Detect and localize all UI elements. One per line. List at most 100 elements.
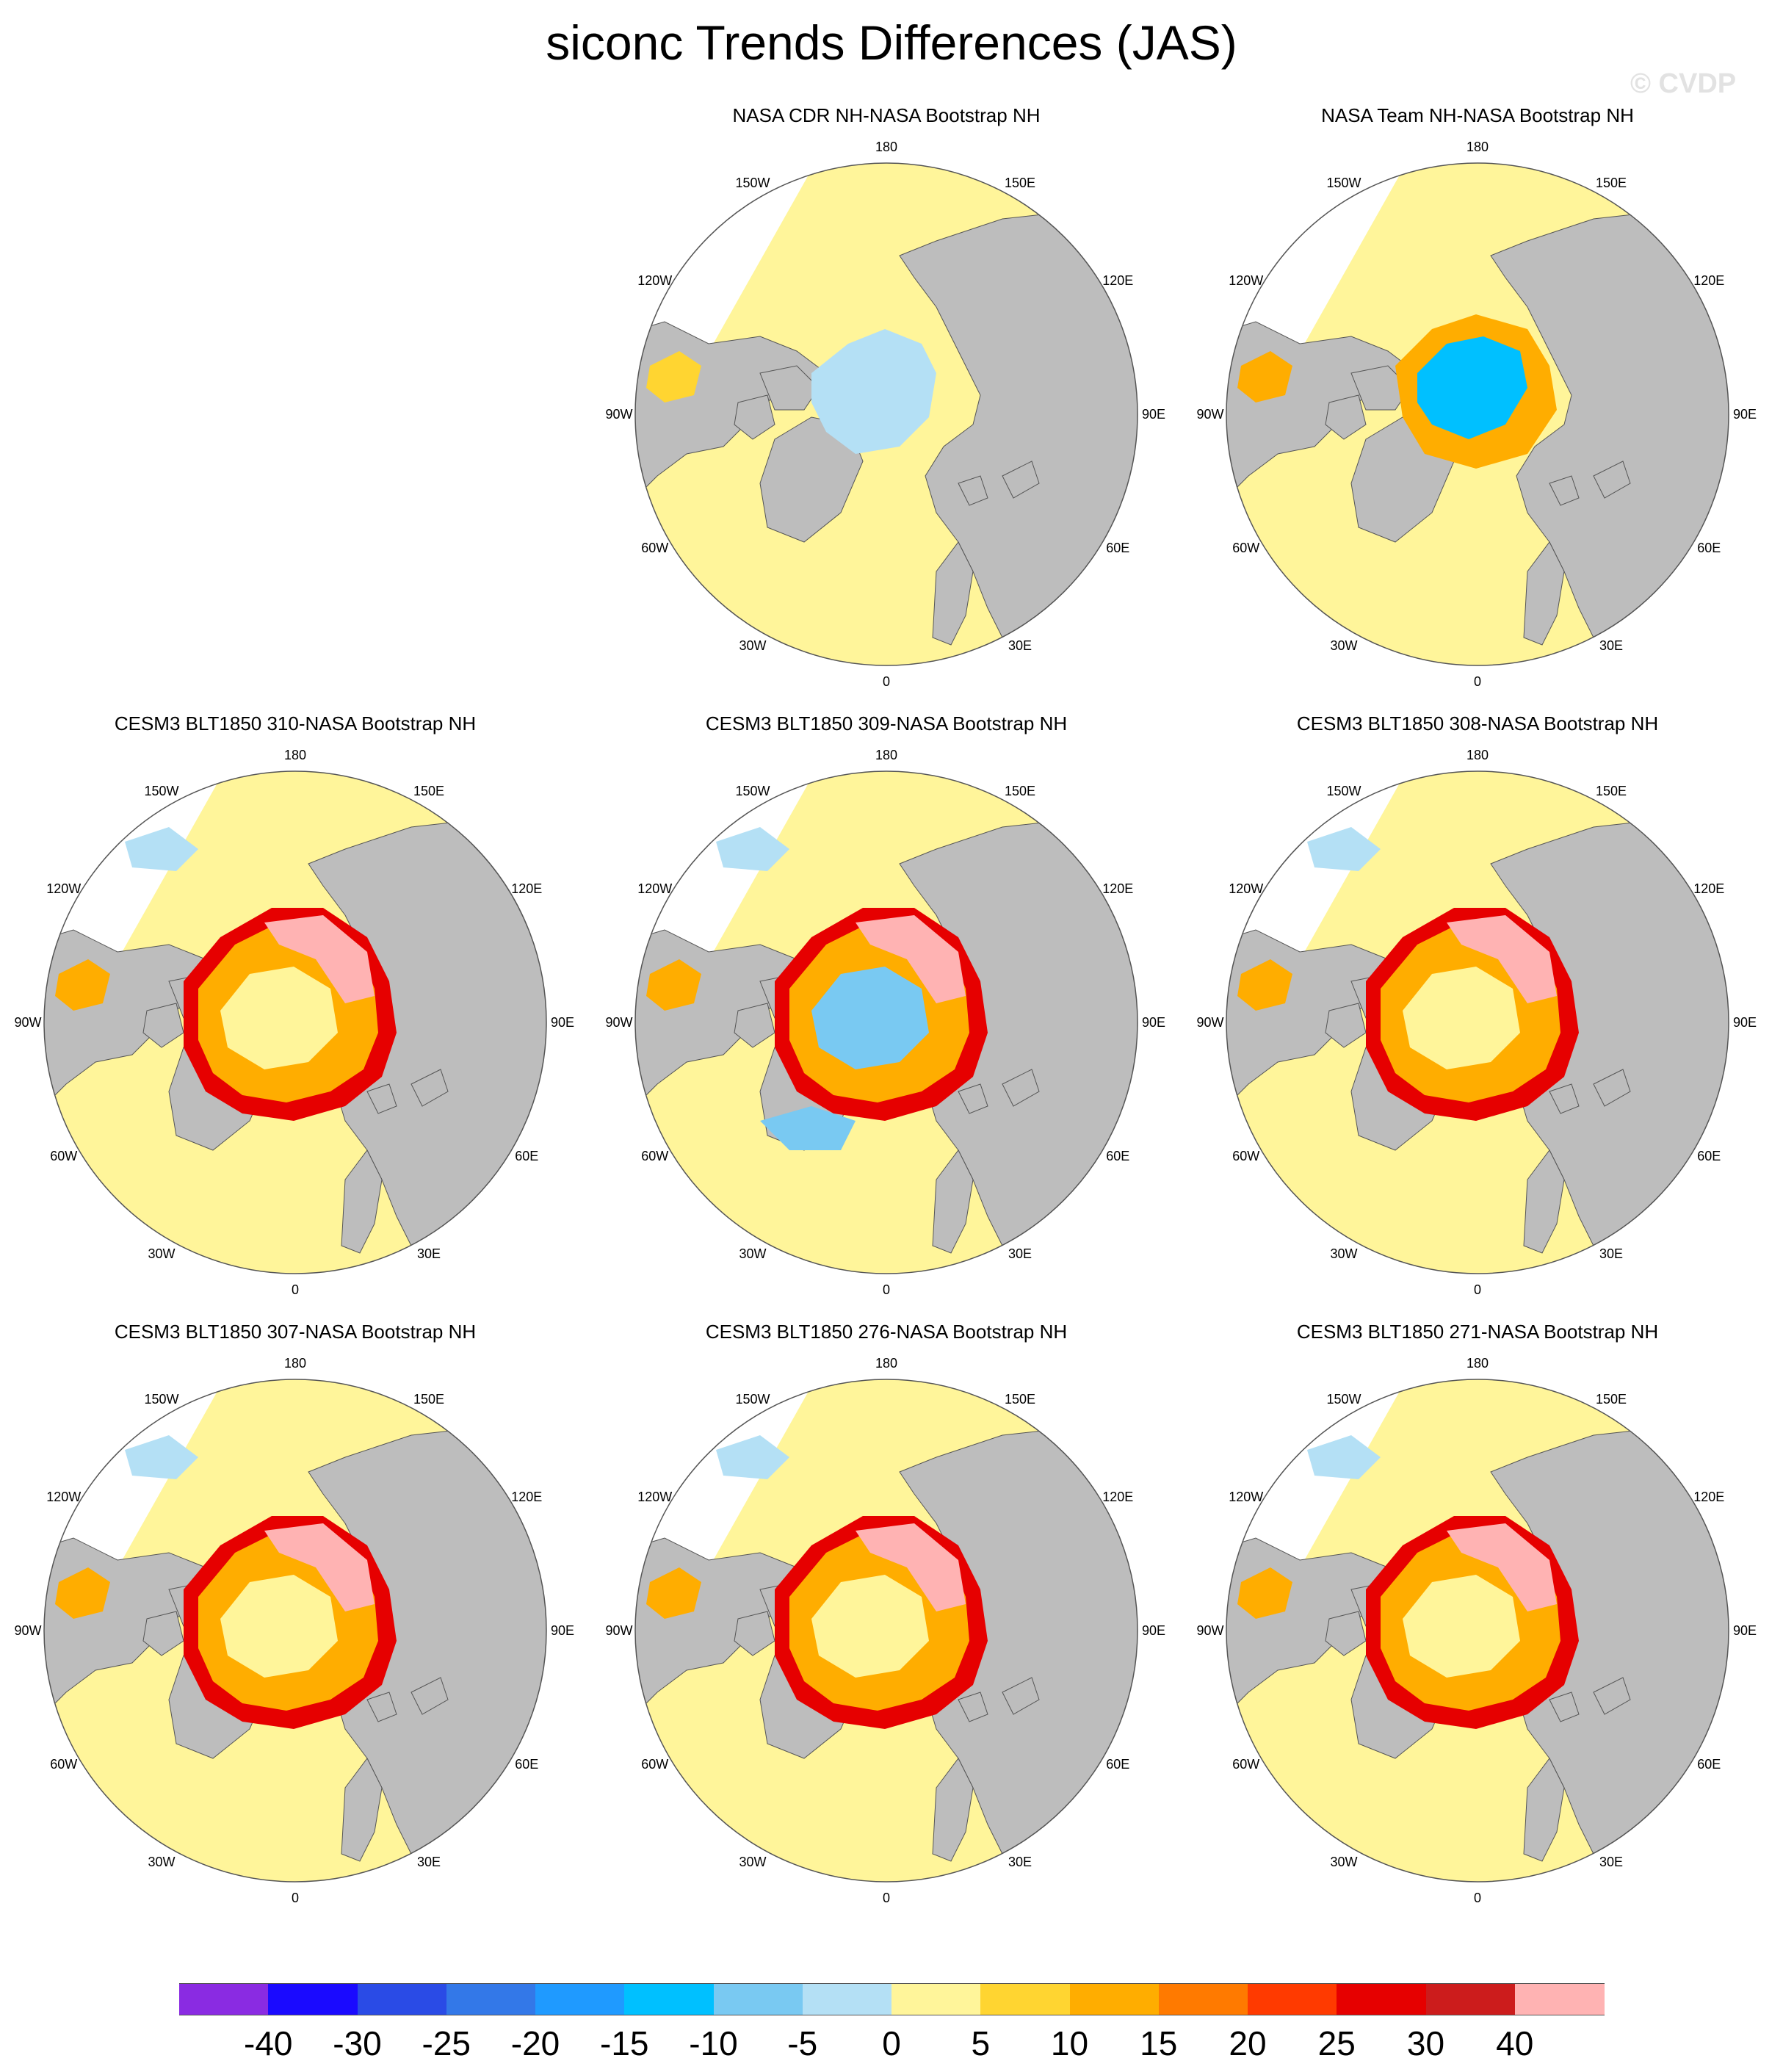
- map-panel: CESM3 BLT1850 309-NASA Bootstrap NH 180 15…: [591, 711, 1182, 1306]
- land-mass: [411, 1069, 449, 1107]
- longitude-label: 90W: [1196, 407, 1223, 422]
- longitude-label: 60W: [641, 541, 668, 555]
- page-title: siconc Trends Differences (JAS): [546, 15, 1237, 70]
- land-mass: [958, 1692, 988, 1722]
- longitude-label: 150E: [1005, 176, 1035, 190]
- longitude-label: 30E: [417, 1246, 441, 1261]
- land-mass: [142, 1611, 184, 1656]
- longitude-label: 120W: [637, 881, 672, 896]
- longitude-label: 150E: [1596, 784, 1627, 798]
- colorbar-box: [1425, 1983, 1516, 2015]
- land-mass: [1325, 394, 1367, 440]
- panel-title: CESM3 BLT1850 307-NASA Bootstrap NH: [114, 1321, 477, 1343]
- land-mass: [1325, 1003, 1367, 1048]
- longitude-label: 30W: [1330, 1246, 1357, 1261]
- longitude-label: 30E: [1008, 638, 1032, 653]
- longitude-label: 120E: [1693, 881, 1724, 896]
- longitude-label: 30W: [739, 638, 766, 653]
- map-boundary: [634, 770, 1138, 1274]
- map-boundary: [1226, 162, 1729, 666]
- longitude-label: 120E: [1102, 273, 1133, 288]
- longitude-label: 60W: [1232, 541, 1259, 555]
- land-mass: [1593, 461, 1631, 499]
- land-mass: [932, 1149, 974, 1254]
- longitude-label: 180: [1466, 1356, 1489, 1371]
- colorbar-box: [980, 1983, 1070, 2015]
- land-mass: [1523, 1758, 1565, 1862]
- longitude-label: 0: [1474, 1891, 1481, 1905]
- longitude-label: 30E: [1599, 1246, 1623, 1261]
- longitude-label: 0: [292, 1891, 299, 1905]
- polar-map: 180 150E 120E 90E 60E 30E 0 30W 60W 90W 120W 150W: [14, 1356, 574, 1905]
- longitude-label: 60E: [515, 1149, 538, 1163]
- ice-difference-negative: [716, 827, 789, 871]
- longitude-label: 150W: [144, 1392, 178, 1407]
- colorbar-box: [268, 1983, 358, 2015]
- longitude-label: 180: [1466, 140, 1489, 154]
- map-panel: NASA CDR NH-NASA Bootstrap NH 180 150E 120E…: [591, 103, 1182, 698]
- longitude-label: 180: [875, 748, 897, 762]
- longitude-label: 0: [883, 1891, 890, 1905]
- longitude-label: 120W: [1229, 881, 1263, 896]
- polar-map: 180 150E 120E 90E 60E 30E 0 30W 60W 90W 120W 150W: [14, 748, 574, 1297]
- longitude-label: 60E: [515, 1757, 538, 1772]
- longitude-label: 150W: [735, 176, 770, 190]
- map-panel: CESM3 BLT1850 276-NASA Bootstrap NH 180 15…: [591, 1319, 1182, 1914]
- polar-map: 180 150E 120E 90E 60E 30E 0 30W 60W 90W 120W 150W: [605, 140, 1165, 689]
- map-panel: CESM3 BLT1850 308-NASA Bootstrap NH 180 15…: [1182, 711, 1773, 1306]
- longitude-label: 60W: [50, 1757, 77, 1772]
- land-mass: [1549, 1692, 1580, 1722]
- longitude-label: 60W: [641, 1757, 668, 1772]
- longitude-label: 60E: [1106, 541, 1129, 555]
- longitude-label: 150W: [735, 784, 770, 798]
- land-mass: [142, 1003, 184, 1048]
- colorbar-box: [1514, 1983, 1605, 2015]
- colorbar-label: 25: [1317, 2024, 1356, 2062]
- longitude-label: 60W: [641, 1149, 668, 1163]
- colorbar-label: -20: [510, 2024, 560, 2062]
- land-mass: [341, 1149, 383, 1254]
- longitude-label: 180: [284, 1356, 306, 1371]
- map-panel: NASA Team NH-NASA Bootstrap NH 180 150E 120…: [1182, 103, 1773, 698]
- longitude-label: 120W: [46, 1490, 81, 1504]
- ice-difference-hudson: [646, 959, 701, 1011]
- longitude-label: 0: [292, 1282, 299, 1297]
- ice-difference-central: [220, 1575, 338, 1678]
- panel-title: NASA Team NH-NASA Bootstrap NH: [1321, 104, 1634, 126]
- polar-map: 180 150E 120E 90E 60E 30E 0 30W 60W 90W 120W 150W: [1196, 1356, 1757, 1905]
- panel-title: CESM3 BLT1850 310-NASA Bootstrap NH: [114, 712, 477, 734]
- colorbar-box: [357, 1983, 447, 2015]
- longitude-label: 0: [1474, 1282, 1481, 1297]
- land-mass: [1549, 475, 1580, 506]
- longitude-label: 150E: [1005, 784, 1035, 798]
- colorbar-box: [1158, 1983, 1248, 2015]
- colorbar-box: [1337, 1983, 1426, 2015]
- colorbar-box: [1248, 1983, 1337, 2015]
- longitude-label: 150W: [1326, 784, 1361, 798]
- ice-difference-negative: [125, 827, 198, 871]
- longitude-label: 30W: [739, 1855, 766, 1869]
- land-mass: [1523, 541, 1565, 646]
- longitude-label: 150E: [1596, 1392, 1627, 1407]
- ice-difference-negative: [811, 329, 936, 454]
- ice-difference-max: [264, 915, 375, 1003]
- longitude-label: 150W: [1326, 176, 1361, 190]
- ice-difference-max: [1447, 915, 1557, 1003]
- longitude-label: 90E: [1142, 1623, 1165, 1638]
- land-mass: [411, 1677, 449, 1715]
- polar-map: 180 150E 120E 90E 60E 30E 0 30W 60W 90W 120W 150W: [1196, 140, 1757, 689]
- colorbar-label: 40: [1496, 2024, 1534, 2062]
- land-mass: [958, 475, 988, 506]
- longitude-label: 180: [1466, 748, 1489, 762]
- longitude-label: 0: [1474, 674, 1481, 689]
- colorbar-box: [179, 1983, 269, 2015]
- colorbar-label: 10: [1050, 2024, 1089, 2062]
- ice-difference-negative: [1307, 827, 1381, 871]
- longitude-label: 90W: [14, 1623, 41, 1638]
- ice-difference-central: [1403, 1575, 1520, 1678]
- longitude-label: 30W: [739, 1246, 766, 1261]
- longitude-label: 30E: [1008, 1855, 1032, 1869]
- ice-difference-hudson: [1237, 351, 1292, 403]
- colorbar-label: -30: [333, 2024, 382, 2062]
- map-boundary: [1226, 770, 1729, 1274]
